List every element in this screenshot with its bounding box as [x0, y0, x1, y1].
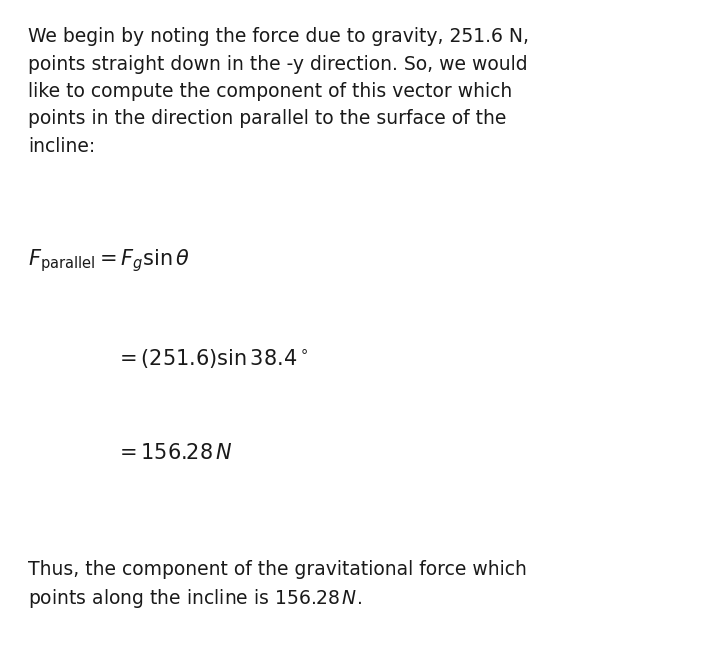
Text: points in the direction parallel to the surface of the: points in the direction parallel to the …: [28, 110, 506, 128]
Text: like to compute the component of this vector which: like to compute the component of this ve…: [28, 82, 512, 101]
Text: points along the incline is $156.28\, N$.: points along the incline is $156.28\, N$…: [28, 587, 362, 610]
Text: We begin by noting the force due to gravity, 251.6 N,: We begin by noting the force due to grav…: [28, 27, 529, 46]
Text: $= 156.28\, N$: $= 156.28\, N$: [115, 443, 233, 463]
Text: points straight down in the -y direction. So, we would: points straight down in the -y direction…: [28, 55, 528, 74]
Text: incline:: incline:: [28, 137, 95, 156]
Text: Thus, the component of the gravitational force which: Thus, the component of the gravitational…: [28, 560, 527, 579]
Text: $F_{\mathrm{parallel}} = F_g \sin\theta$: $F_{\mathrm{parallel}} = F_g \sin\theta$: [28, 247, 190, 274]
Text: $= (251.6) \sin 38.4^\circ$: $= (251.6) \sin 38.4^\circ$: [115, 347, 308, 370]
